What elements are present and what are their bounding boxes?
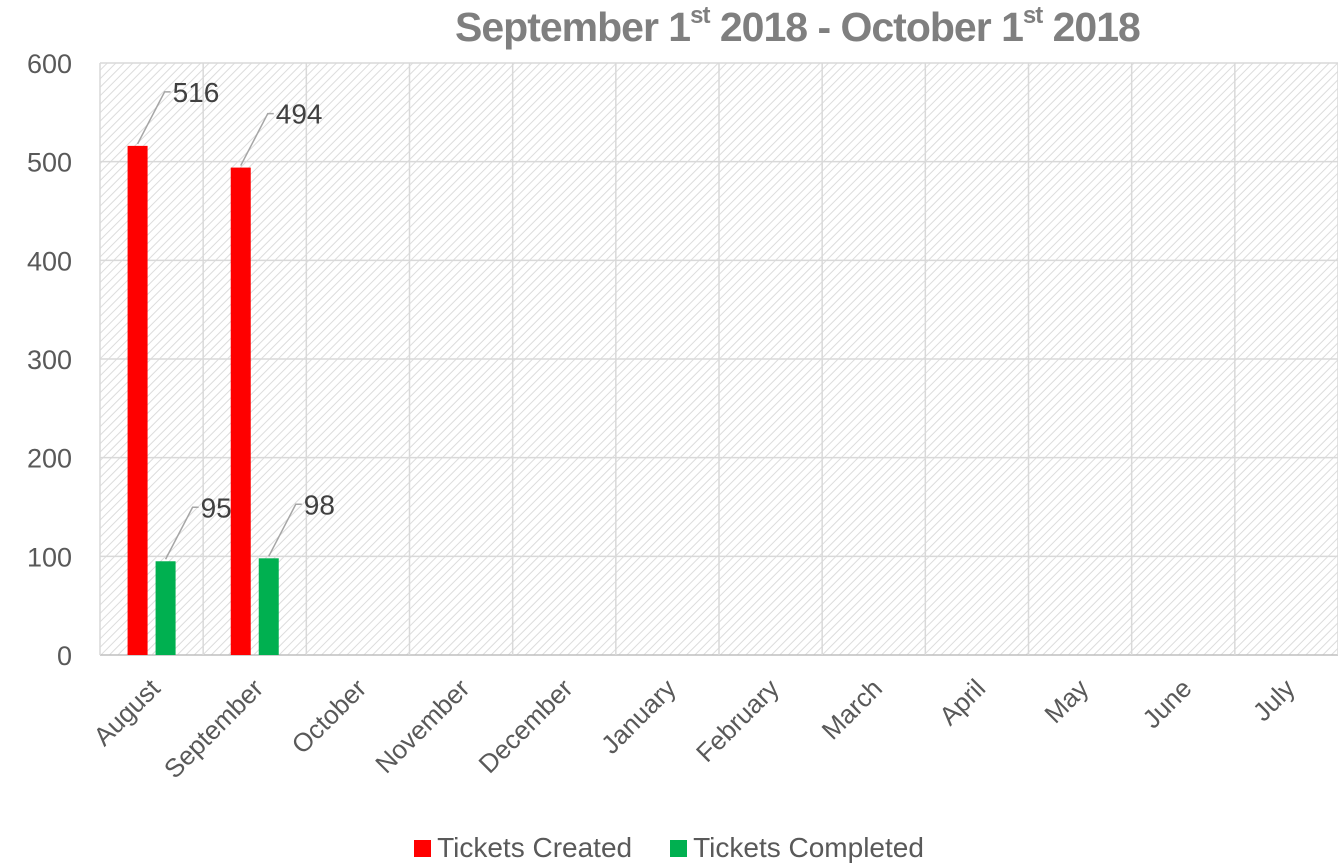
data-label: 95 xyxy=(201,492,232,523)
chart-title-part2: 2018 - October 1 xyxy=(709,4,1024,50)
data-label: 98 xyxy=(304,489,335,520)
legend-item-tickets-created: Tickets Created xyxy=(414,832,632,864)
x-tick-label: February xyxy=(690,673,785,768)
y-tick-label: 400 xyxy=(27,246,72,276)
data-label: 516 xyxy=(173,77,220,108)
chart-title: September 1st 2018 - October 1st 2018 xyxy=(455,2,1141,51)
data-label-leader xyxy=(164,506,199,560)
y-tick-label: 0 xyxy=(57,641,72,671)
legend-swatch-tickets-completed xyxy=(670,839,688,857)
x-tick-label: September xyxy=(158,673,269,784)
y-tick-label: 300 xyxy=(27,345,72,375)
x-tick-label: April xyxy=(933,673,991,731)
x-tick-label: July xyxy=(1247,673,1301,727)
x-tick-label: October xyxy=(286,673,373,760)
chart-title-part3: 2018 xyxy=(1042,4,1141,50)
y-tick-label: 600 xyxy=(27,49,72,79)
legend: Tickets Created Tickets Completed xyxy=(0,832,1338,864)
gridlines xyxy=(99,62,1338,656)
x-tick-label: March xyxy=(816,673,888,745)
data-label-leader xyxy=(268,503,302,557)
bar-tickets-created xyxy=(127,145,148,655)
legend-swatch-tickets-created xyxy=(414,839,432,857)
y-tick-label: 500 xyxy=(27,148,72,178)
legend-label-tickets-created: Tickets Created xyxy=(437,832,633,863)
data-label-leader xyxy=(136,91,171,145)
bar-tickets-completed xyxy=(155,561,176,655)
x-tick-label: December xyxy=(472,673,578,779)
chart-title-part1: September 1 xyxy=(455,4,691,50)
legend-label-tickets-completed: Tickets Completed xyxy=(693,832,924,863)
x-tick-label: May xyxy=(1038,673,1094,729)
y-tick-label: 200 xyxy=(27,444,72,474)
bar-tickets-created xyxy=(230,167,251,655)
chart-title-sup2: st xyxy=(1022,2,1043,30)
x-tick-label: June xyxy=(1136,673,1197,734)
chart-title-sup1: st xyxy=(690,2,710,30)
x-tick-label: August xyxy=(87,672,166,751)
legend-item-tickets-completed: Tickets Completed xyxy=(670,832,924,864)
x-tick-label: January xyxy=(595,673,682,760)
y-tick-label: 100 xyxy=(27,542,72,572)
y-axis-tick-labels: 0 100 200 300 400 500 600 xyxy=(27,49,72,671)
data-label: 494 xyxy=(276,99,323,130)
x-tick-label: November xyxy=(369,673,475,779)
data-label-leader xyxy=(240,112,274,166)
bar-tickets-completed xyxy=(258,558,279,655)
bars xyxy=(127,145,279,655)
data-labels: 516 494 95 98 xyxy=(136,77,335,560)
